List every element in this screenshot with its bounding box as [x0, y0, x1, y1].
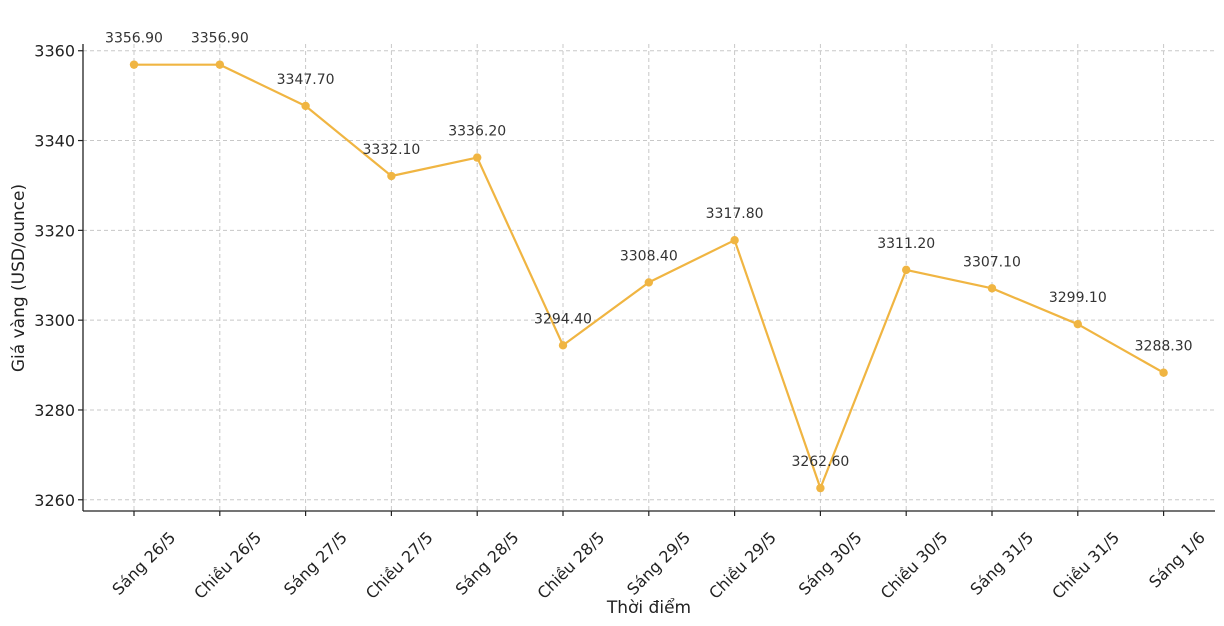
- data-point: [730, 236, 739, 245]
- x-tick-label: Sáng 27/5: [280, 528, 351, 599]
- data-label: 3317.80: [706, 206, 764, 222]
- x-tick-label: Sáng 30/5: [795, 528, 866, 599]
- data-point: [473, 153, 482, 162]
- data-label: 3356.90: [191, 31, 249, 47]
- data-label: 3308.40: [620, 248, 678, 264]
- data-point: [987, 284, 997, 293]
- data-label-layer: 3356.90 3356.90 3347.70 3332.10 3336.20 3294.…: [105, 31, 1193, 470]
- data-point: [129, 60, 139, 69]
- grid-layer: [83, 44, 1215, 511]
- data-label: 3294.40: [534, 311, 592, 327]
- x-tick-label: Chiều 27/5: [362, 528, 437, 603]
- y-tick-label: 3300: [34, 311, 75, 330]
- x-tick-label: Chiều 28/5: [534, 528, 609, 603]
- data-point: [387, 171, 396, 181]
- data-point: [902, 265, 911, 275]
- data-label: 3336.20: [448, 124, 506, 140]
- series-layer: [129, 60, 1168, 493]
- data-label: 3356.90: [105, 31, 163, 47]
- data-label: 3311.20: [877, 236, 935, 252]
- data-label: 3288.30: [1135, 339, 1193, 355]
- data-point: [1073, 320, 1083, 329]
- x-tick-label: Sáng 1/6: [1145, 528, 1209, 592]
- data-point: [816, 483, 825, 493]
- x-axis-title: Thời điểm: [606, 597, 691, 618]
- data-point: [215, 60, 224, 69]
- y-tick-label: 3360: [34, 42, 75, 61]
- data-label: 3307.10: [963, 254, 1021, 270]
- data-point: [1159, 368, 1168, 377]
- x-tick-label: Chiều 26/5: [190, 528, 265, 603]
- x-tick-label: Sáng 29/5: [623, 528, 694, 599]
- x-tick-label: Chiều 31/5: [1048, 528, 1123, 603]
- y-tick-label: 3260: [34, 491, 75, 510]
- data-label: 3299.10: [1049, 290, 1107, 306]
- x-tick-label: Chiều 29/5: [705, 528, 780, 603]
- data-label: 3332.10: [362, 142, 420, 158]
- y-axis-title: Giá vàng (USD/ounce): [9, 184, 29, 372]
- x-tick-label: Sáng 31/5: [966, 528, 1037, 599]
- x-tick-label: Sáng 28/5: [452, 528, 523, 599]
- x-tick-label: Chiều 30/5: [877, 528, 952, 603]
- data-point: [558, 341, 568, 350]
- data-point: [301, 101, 310, 111]
- y-tick-label: 3340: [34, 132, 75, 151]
- y-tick-label: 3320: [34, 221, 75, 240]
- x-tick-label: Sáng 26/5: [108, 528, 179, 599]
- y-tick-label: 3280: [34, 401, 75, 420]
- data-label: 3347.70: [277, 72, 335, 88]
- data-point: [644, 278, 653, 287]
- data-label: 3262.60: [791, 454, 849, 470]
